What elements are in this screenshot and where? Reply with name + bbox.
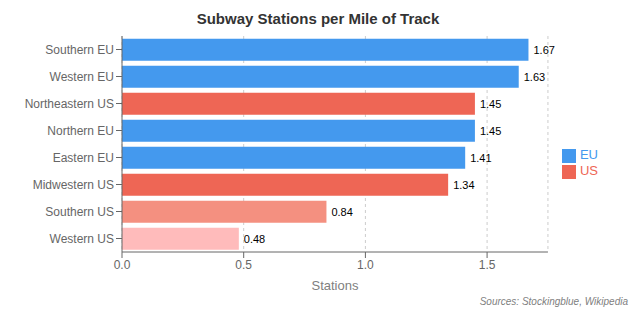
svg-text:Eastern EU: Eastern EU (53, 151, 114, 165)
svg-text:Stations: Stations (311, 278, 358, 293)
svg-text:1.67: 1.67 (533, 44, 554, 56)
svg-text:0.5: 0.5 (235, 258, 252, 272)
svg-text:Northeastern US: Northeastern US (25, 97, 114, 111)
svg-text:1.41: 1.41 (470, 152, 491, 164)
svg-text:Northern EU: Northern EU (47, 124, 114, 138)
svg-text:Western US: Western US (50, 232, 114, 246)
html-text:EU: EU (579, 147, 598, 163)
svg-text:1.45: 1.45 (480, 98, 501, 110)
svg-text:0.0: 0.0 (114, 258, 131, 272)
svg-text:1.63: 1.63 (524, 71, 545, 83)
svg-text:1.34: 1.34 (453, 179, 474, 191)
svg-text:0.84: 0.84 (331, 206, 352, 218)
svg-text:Midwestern US: Midwestern US (33, 178, 114, 192)
svg-text:1.45: 1.45 (480, 125, 501, 137)
html-text:Sources: Stockingblue, Wikiped: Sources: Stockingblue, Wikipedia (479, 296, 628, 307)
html-text:Subway Stations per Mile of Tr: Subway Stations per Mile of Track (196, 10, 440, 27)
svg-text:Western EU: Western EU (50, 70, 114, 84)
svg-text:Southern EU: Southern EU (45, 43, 114, 57)
svg-text:Southern US: Southern US (45, 205, 114, 219)
svg-text:1.5: 1.5 (479, 258, 496, 272)
svg-text:1.0: 1.0 (357, 258, 374, 272)
html-text:US: US (579, 163, 598, 178)
svg-text:0.48: 0.48 (244, 233, 265, 245)
